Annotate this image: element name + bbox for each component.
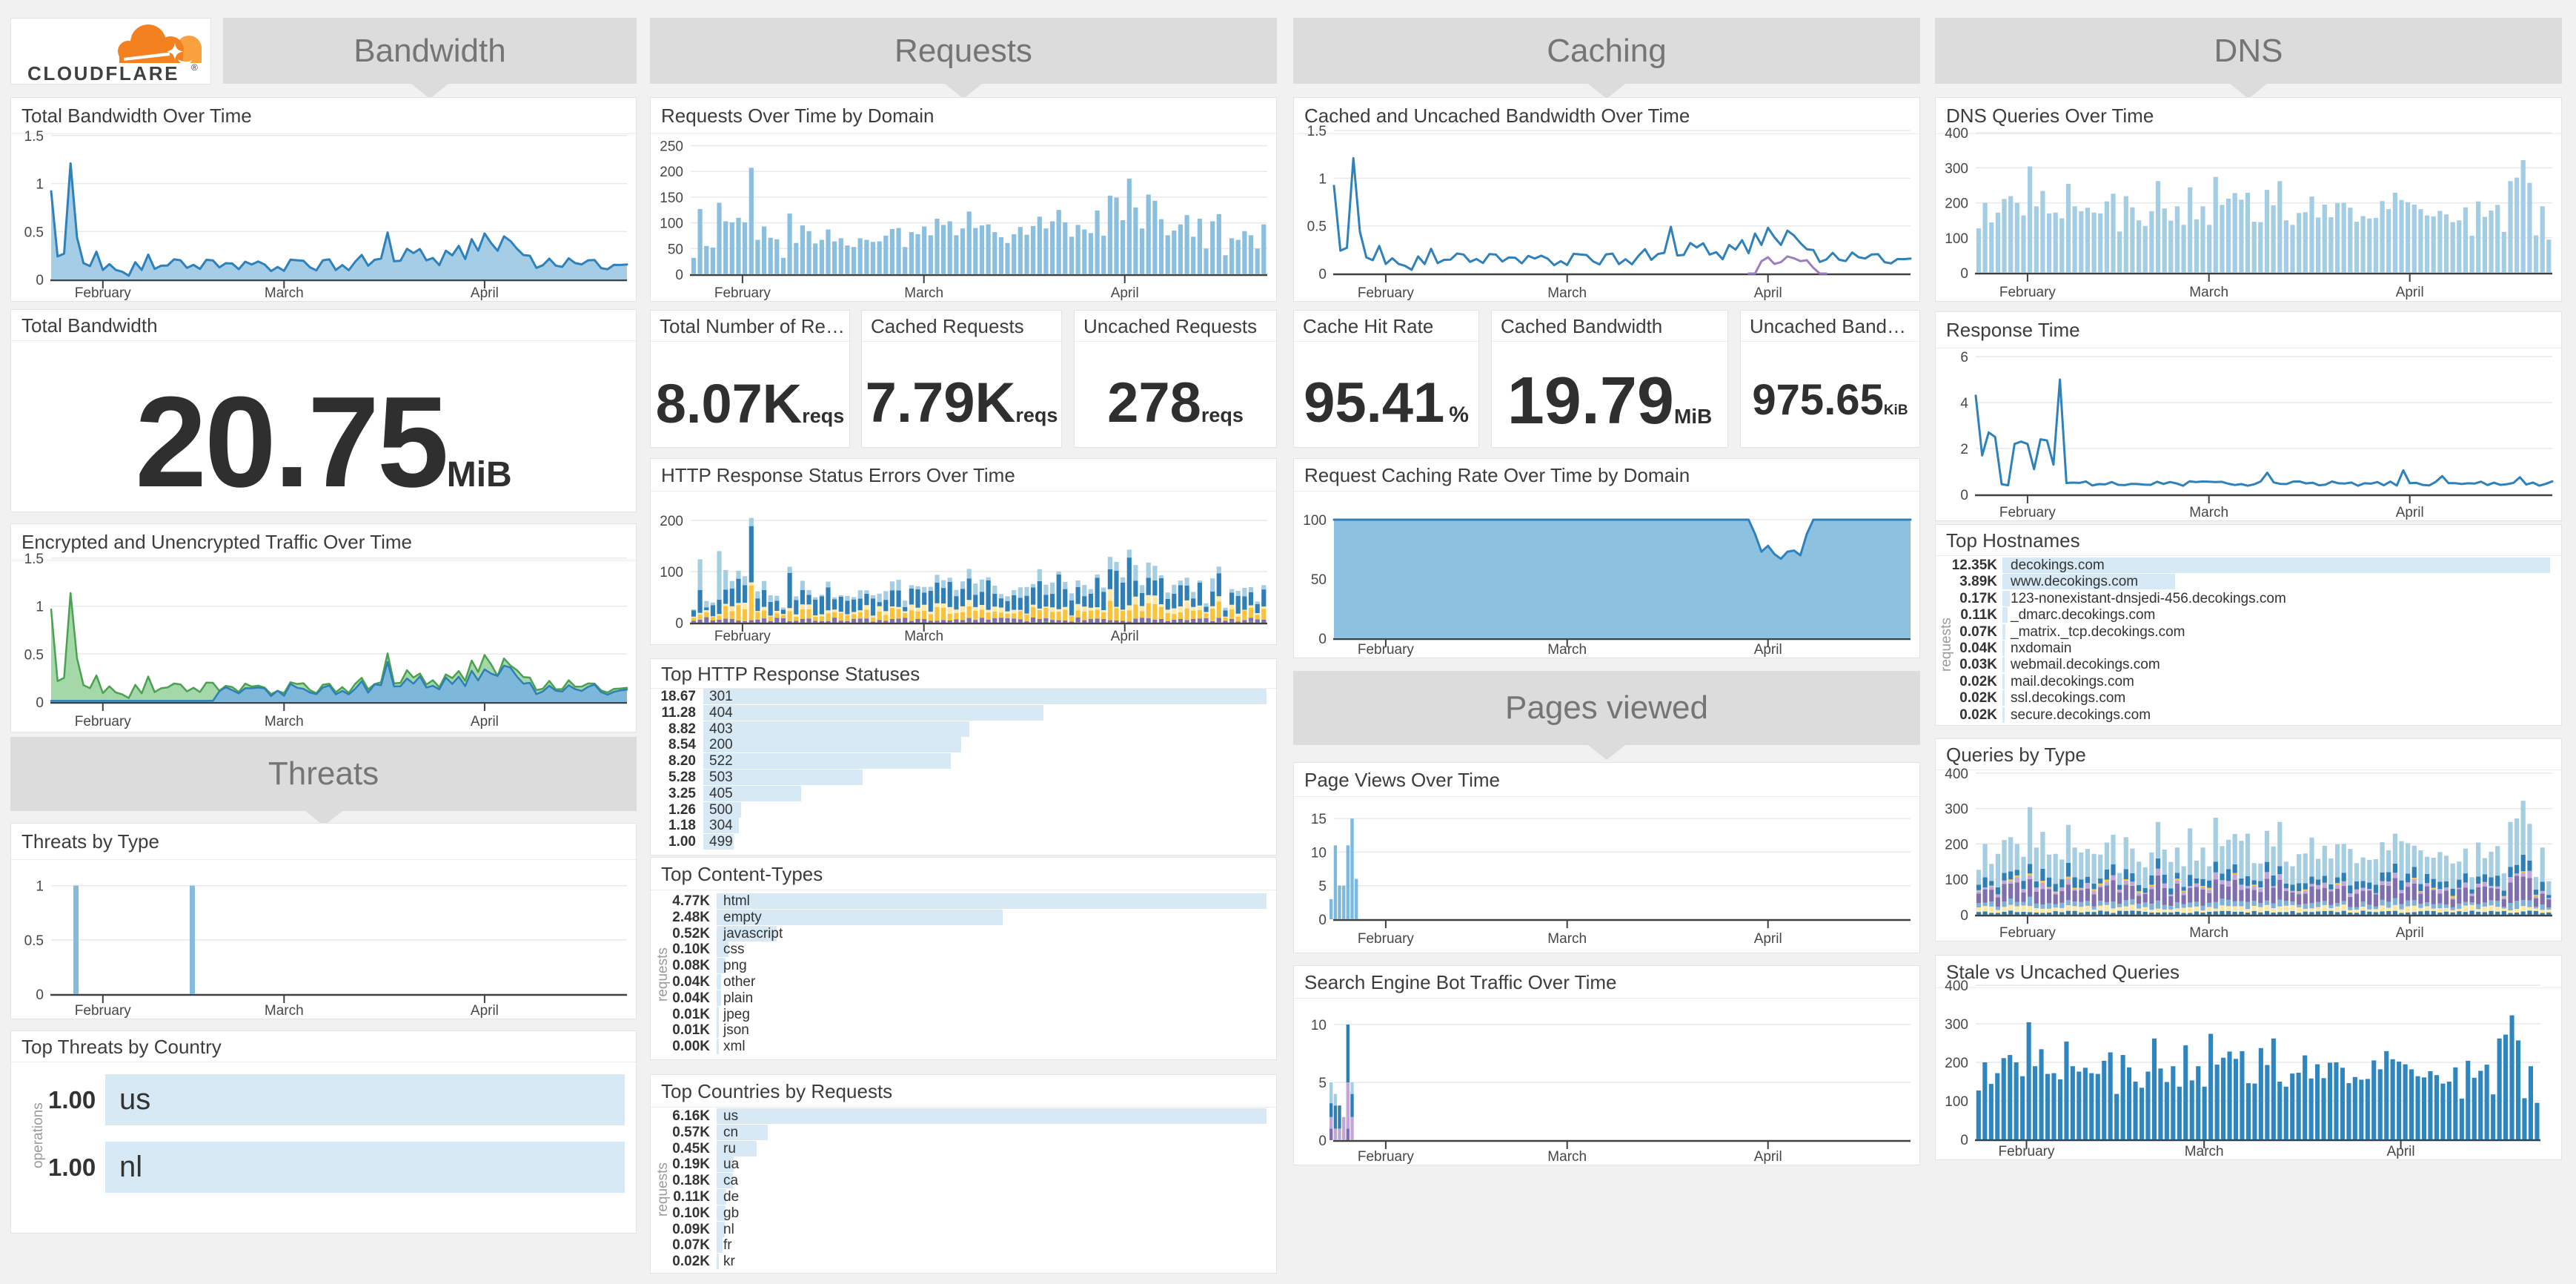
svg-text:100: 100 xyxy=(1945,231,1968,247)
svg-text:April: April xyxy=(1754,931,1782,947)
svg-text:April: April xyxy=(1754,642,1782,658)
svg-text:100: 100 xyxy=(1945,873,1968,888)
svg-text:February: February xyxy=(75,1003,132,1019)
svg-text:1: 1 xyxy=(1318,171,1327,187)
svg-text:February: February xyxy=(1358,285,1415,301)
svg-text:4: 4 xyxy=(1960,396,1968,411)
svg-text:250: 250 xyxy=(660,139,683,155)
svg-text:15: 15 xyxy=(1311,812,1327,827)
svg-text:February: February xyxy=(1358,642,1415,658)
svg-text:February: February xyxy=(714,285,771,301)
svg-text:CLOUDFLARE: CLOUDFLARE xyxy=(27,62,179,85)
svg-text:200: 200 xyxy=(1945,837,1968,853)
svg-text:0: 0 xyxy=(1318,632,1327,647)
svg-text:February: February xyxy=(1358,1149,1415,1165)
svg-text:March: March xyxy=(1547,642,1587,658)
svg-text:®: ® xyxy=(191,62,198,73)
svg-text:March: March xyxy=(2189,505,2228,520)
svg-text:March: March xyxy=(2189,285,2228,300)
svg-text:April: April xyxy=(1754,1149,1782,1165)
svg-text:200: 200 xyxy=(660,514,683,529)
svg-text:February: February xyxy=(75,285,132,301)
svg-text:April: April xyxy=(471,285,499,301)
svg-text:April: April xyxy=(1111,629,1139,644)
svg-text:2: 2 xyxy=(1960,442,1968,457)
svg-text:March: March xyxy=(1547,931,1587,947)
svg-text:200: 200 xyxy=(1945,1056,1968,1071)
svg-text:April: April xyxy=(471,714,499,729)
svg-text:February: February xyxy=(1358,931,1415,947)
svg-text:April: April xyxy=(471,1003,499,1019)
svg-text:0.5: 0.5 xyxy=(24,647,44,663)
svg-text:0: 0 xyxy=(36,987,44,1003)
svg-text:February: February xyxy=(1999,505,2057,520)
svg-text:February: February xyxy=(75,714,132,729)
svg-text:400: 400 xyxy=(1945,126,1968,142)
svg-text:0: 0 xyxy=(1318,1134,1327,1149)
svg-text:0: 0 xyxy=(1960,1133,1968,1148)
svg-text:300: 300 xyxy=(1945,802,1968,818)
svg-text:April: April xyxy=(2396,925,2424,941)
svg-text:0.5: 0.5 xyxy=(1307,219,1327,235)
svg-text:0: 0 xyxy=(1960,266,1968,282)
svg-text:February: February xyxy=(714,629,771,644)
svg-text:March: March xyxy=(265,1003,304,1019)
svg-text:1: 1 xyxy=(36,600,44,615)
svg-text:0: 0 xyxy=(1318,913,1327,928)
svg-text:200: 200 xyxy=(1945,196,1968,212)
svg-text:200: 200 xyxy=(660,165,683,180)
svg-text:6: 6 xyxy=(1960,350,1968,365)
svg-text:0: 0 xyxy=(1960,908,1968,924)
svg-text:300: 300 xyxy=(1945,1017,1968,1033)
svg-text:March: March xyxy=(1547,1149,1587,1165)
svg-text:0.5: 0.5 xyxy=(24,933,44,949)
svg-text:100: 100 xyxy=(660,216,683,232)
svg-text:1.5: 1.5 xyxy=(24,552,44,567)
svg-text:April: April xyxy=(2396,285,2424,300)
svg-text:February: February xyxy=(1999,925,2057,941)
svg-text:400: 400 xyxy=(1945,767,1968,782)
svg-text:1.5: 1.5 xyxy=(24,129,44,145)
svg-text:10: 10 xyxy=(1311,845,1327,861)
svg-text:March: March xyxy=(904,629,943,644)
svg-text:100: 100 xyxy=(1303,513,1327,529)
svg-text:March: March xyxy=(904,285,943,301)
svg-text:50: 50 xyxy=(1311,572,1327,588)
svg-text:0: 0 xyxy=(1318,267,1327,282)
svg-text:1: 1 xyxy=(36,879,44,895)
svg-text:0: 0 xyxy=(36,273,44,288)
svg-text:1: 1 xyxy=(36,177,44,193)
svg-text:March: March xyxy=(2189,925,2228,941)
svg-text:February: February xyxy=(1998,1144,2055,1159)
svg-text:5: 5 xyxy=(1318,879,1327,895)
svg-text:0: 0 xyxy=(36,695,44,711)
svg-text:1.5: 1.5 xyxy=(1307,124,1327,139)
svg-text:March: March xyxy=(265,285,304,301)
svg-text:100: 100 xyxy=(660,565,683,580)
svg-text:March: March xyxy=(265,714,304,729)
svg-text:300: 300 xyxy=(1945,161,1968,176)
svg-text:March: March xyxy=(1547,285,1587,301)
svg-text:150: 150 xyxy=(660,191,683,206)
svg-text:5: 5 xyxy=(1318,1076,1327,1091)
svg-text:10: 10 xyxy=(1311,1018,1327,1033)
svg-text:April: April xyxy=(2387,1144,2415,1159)
svg-text:50: 50 xyxy=(668,242,683,257)
svg-text:0: 0 xyxy=(1960,488,1968,503)
svg-text:April: April xyxy=(1754,285,1782,301)
svg-text:February: February xyxy=(1999,285,2057,300)
svg-text:0.5: 0.5 xyxy=(24,225,44,240)
svg-text:March: March xyxy=(2185,1144,2224,1159)
svg-text:400: 400 xyxy=(1945,979,1968,994)
svg-text:April: April xyxy=(2396,505,2424,520)
svg-text:0: 0 xyxy=(675,616,683,632)
svg-text:100: 100 xyxy=(1945,1094,1968,1110)
svg-text:0: 0 xyxy=(675,268,683,283)
svg-text:April: April xyxy=(1111,285,1139,301)
